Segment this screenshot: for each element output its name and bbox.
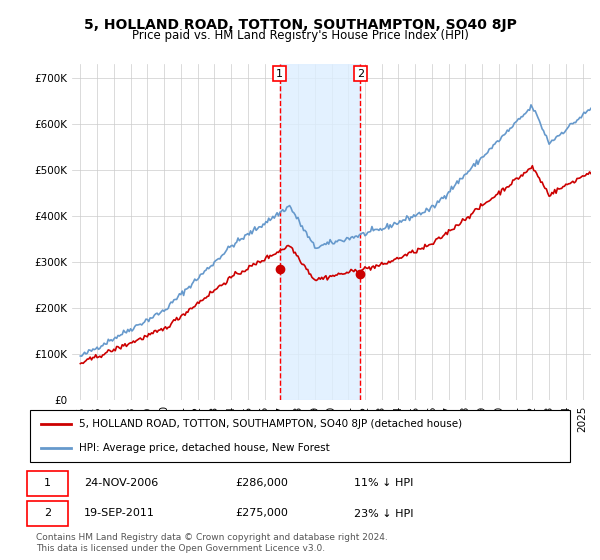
Text: 2: 2	[357, 69, 364, 78]
Text: £275,000: £275,000	[235, 508, 288, 519]
Text: Price paid vs. HM Land Registry's House Price Index (HPI): Price paid vs. HM Land Registry's House …	[131, 29, 469, 42]
Text: 24-NOV-2006: 24-NOV-2006	[84, 478, 158, 488]
Text: HPI: Average price, detached house, New Forest: HPI: Average price, detached house, New …	[79, 443, 329, 453]
Text: 19-SEP-2011: 19-SEP-2011	[84, 508, 155, 519]
Text: 1: 1	[276, 69, 283, 78]
Text: 11% ↓ HPI: 11% ↓ HPI	[354, 478, 413, 488]
Text: 5, HOLLAND ROAD, TOTTON, SOUTHAMPTON, SO40 8JP: 5, HOLLAND ROAD, TOTTON, SOUTHAMPTON, SO…	[83, 18, 517, 32]
Text: Contains HM Land Registry data © Crown copyright and database right 2024.
This d: Contains HM Land Registry data © Crown c…	[36, 533, 388, 553]
FancyBboxPatch shape	[30, 410, 570, 462]
Text: £286,000: £286,000	[235, 478, 288, 488]
Text: 5, HOLLAND ROAD, TOTTON, SOUTHAMPTON, SO40 8JP (detached house): 5, HOLLAND ROAD, TOTTON, SOUTHAMPTON, SO…	[79, 419, 462, 430]
FancyBboxPatch shape	[28, 470, 68, 496]
Text: 23% ↓ HPI: 23% ↓ HPI	[354, 508, 413, 519]
Text: 1: 1	[44, 478, 51, 488]
FancyBboxPatch shape	[28, 501, 68, 526]
Text: 2: 2	[44, 508, 51, 519]
Bar	[280, 64, 360, 400]
